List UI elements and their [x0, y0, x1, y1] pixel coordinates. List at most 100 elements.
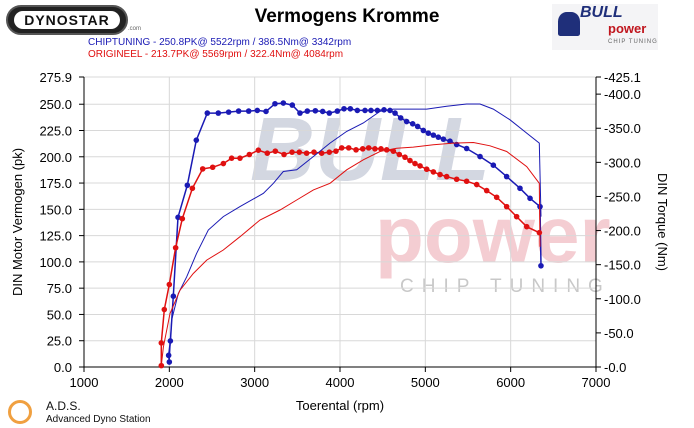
dynostar-logo: DYNOSTAR [6, 5, 128, 35]
data-point [255, 147, 262, 153]
bull-power-logo: BULL power CHIP TUNING [552, 4, 658, 50]
data-point [263, 108, 269, 115]
y2-tick-label: -250.0 [604, 189, 641, 204]
power-logo-text: power [608, 21, 647, 36]
dynostar-logo-text: DYNOSTAR [14, 11, 120, 29]
y2-tick-label: -0.0 [604, 360, 626, 375]
bull-logo-text: BULL [580, 4, 623, 21]
y-tick-label: 100.0 [39, 255, 72, 270]
data-point [414, 123, 421, 130]
data-point [490, 162, 497, 169]
data-point [443, 173, 450, 180]
data-point [235, 108, 242, 114]
data-point [272, 100, 278, 107]
series-line-chiptuning-power [168, 103, 542, 363]
data-point [179, 215, 186, 222]
data-point [503, 173, 510, 180]
watermark: BULL power CHIP TUNING [250, 100, 611, 297]
data-point [453, 176, 460, 183]
data-point [209, 164, 216, 171]
chip-tuning-logo-text: CHIP TUNING [608, 39, 658, 45]
y-axis-label: DIN Motor Vermogen (pk) [10, 148, 25, 296]
data-point [473, 181, 480, 188]
data-point [254, 107, 261, 114]
y-tick-label: 250.0 [39, 97, 72, 112]
data-point [362, 107, 368, 114]
data-point [440, 136, 447, 142]
data-point [368, 107, 374, 114]
x-tick-label: 2000 [155, 375, 184, 390]
y-tick-label: 0.0 [54, 360, 72, 375]
data-point [390, 148, 397, 154]
data-point [333, 148, 339, 154]
y2-tick-label: -50.0 [604, 326, 634, 341]
x-tick-label: 3000 [240, 375, 269, 390]
y-tick-label: 275.9 [39, 70, 72, 85]
data-point [165, 352, 172, 359]
x-axis-label: Toerental (rpm) [296, 398, 384, 413]
data-point [425, 130, 432, 136]
data-point [326, 110, 333, 116]
y-tick-label: 50.0 [47, 307, 72, 322]
data-point [184, 182, 191, 189]
data-point [237, 155, 243, 161]
x-tick-label: 1000 [70, 375, 99, 390]
watermark-chip: CHIP TUNING [400, 276, 611, 297]
series-line-origineel-power [160, 141, 541, 366]
data-point [215, 110, 222, 116]
data-point [493, 194, 500, 201]
data-point [245, 108, 252, 114]
y2-tick-label: -100.0 [604, 292, 641, 307]
data-point [463, 145, 470, 152]
y-tick-label: 200.0 [39, 150, 72, 165]
data-point [447, 138, 453, 144]
data-point [297, 110, 303, 116]
data-point [513, 213, 520, 220]
data-point [158, 340, 165, 346]
data-point [483, 187, 490, 194]
data-point [264, 150, 271, 157]
data-point [166, 281, 173, 288]
x-tick-label: 6000 [496, 375, 525, 390]
ads-label: A.D.S. [46, 399, 81, 413]
data-point [365, 145, 372, 151]
data-point [272, 148, 279, 154]
data-point [359, 146, 366, 152]
data-point [347, 105, 354, 112]
data-point [318, 150, 325, 157]
data-point [396, 151, 403, 158]
data-point [193, 137, 200, 143]
data-point [175, 214, 181, 221]
data-point [430, 169, 437, 175]
data-point [435, 134, 442, 140]
data-point [402, 154, 408, 161]
ads-logo-icon [8, 400, 32, 424]
data-point [170, 293, 177, 299]
y2-tick-label: -200.0 [604, 224, 641, 239]
data-point [228, 155, 235, 161]
dynostar-logo-suffix: .com [128, 26, 142, 32]
data-point [437, 171, 443, 178]
data-point [354, 107, 361, 114]
y2-axis-label: DIN Torque (Nm) [655, 173, 670, 271]
legend-chiptuning: CHIPTUNING - 250.8PK@ 5522rpm / 386.5Nm@… [88, 37, 352, 48]
y-tick-label: 150.0 [39, 202, 72, 217]
data-point [289, 149, 295, 155]
y-tick-label: 225.0 [39, 124, 72, 139]
data-point [353, 147, 359, 153]
y-tick-label: 175.0 [39, 176, 72, 191]
data-point [372, 146, 378, 152]
data-point [189, 185, 196, 192]
y-tick-label: 125.0 [39, 229, 72, 244]
data-point [289, 102, 296, 108]
y2-tick-label: -400.0 [604, 87, 641, 102]
data-point [319, 108, 326, 115]
data-point [463, 178, 470, 185]
bull-icon [558, 12, 580, 36]
data-point [517, 185, 523, 192]
data-point [280, 100, 287, 106]
data-point [409, 120, 416, 127]
data-point [341, 105, 347, 112]
data-point [527, 195, 533, 202]
